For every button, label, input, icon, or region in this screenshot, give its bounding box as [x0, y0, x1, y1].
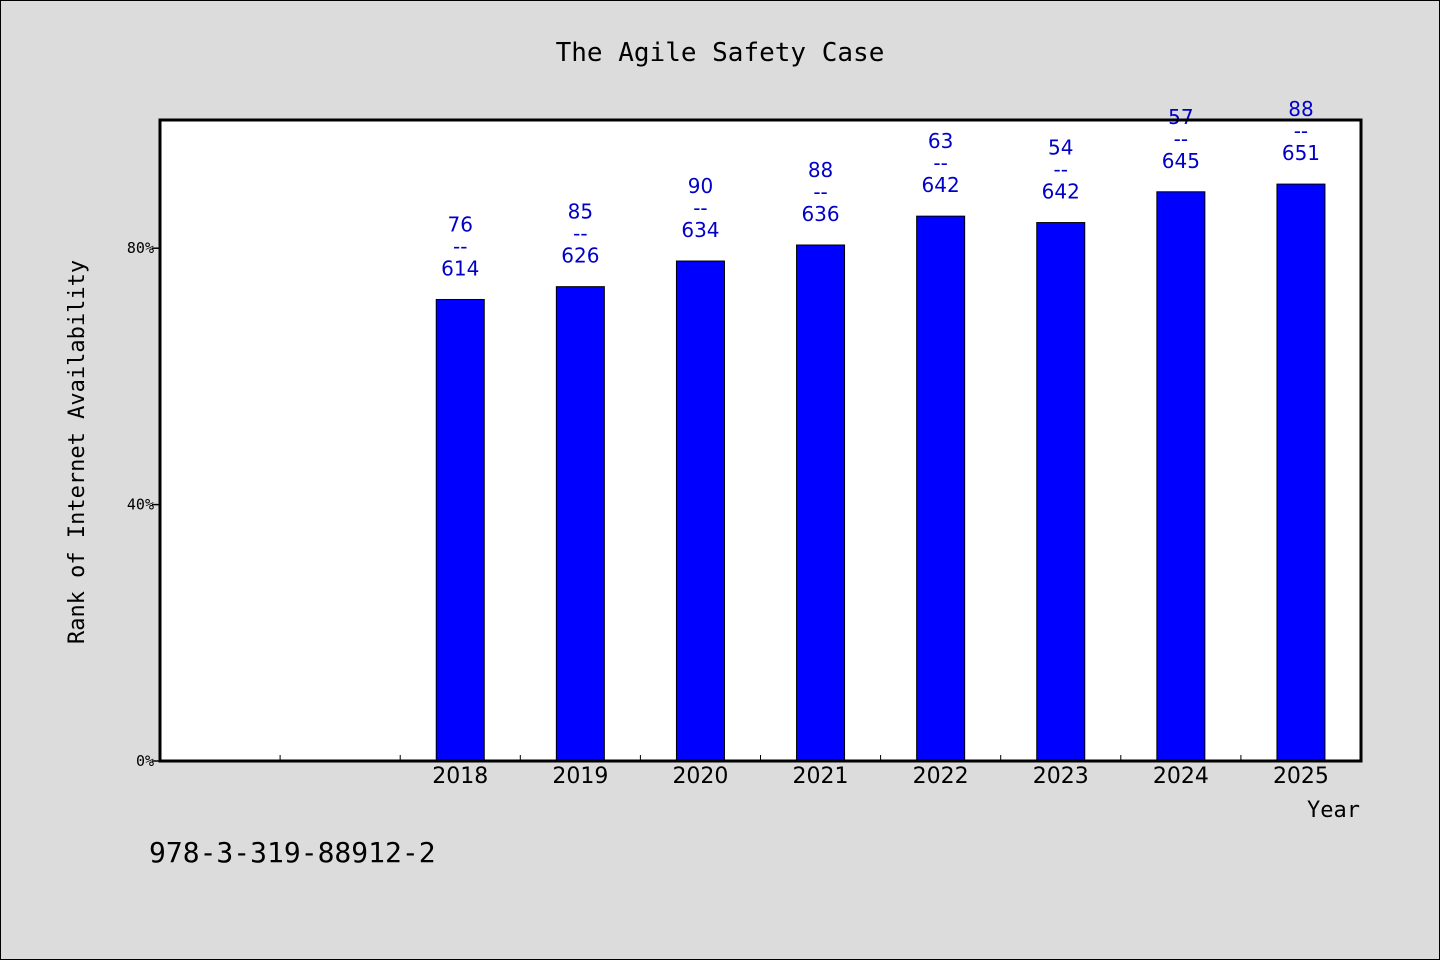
data-label: 642 [1042, 180, 1080, 204]
data-label: 651 [1282, 141, 1320, 165]
y-axis-label: Rank of Internet Availability [65, 260, 90, 644]
y-tick-label: 80% [127, 239, 154, 257]
data-labels-group: 76--61485--62690--63488--63663--64254--6… [441, 97, 1320, 280]
data-label-separator: -- [1054, 158, 1068, 182]
x-tick-label: 2025 [1273, 764, 1329, 789]
y-tick-label: 0% [136, 752, 154, 770]
data-label-separator: -- [1174, 127, 1188, 151]
isbn-footer: 978-3-319-88912-2 [149, 836, 436, 869]
bar [916, 215, 966, 762]
data-label: 645 [1162, 149, 1200, 173]
data-label: 85 [568, 200, 593, 224]
data-label: 626 [561, 244, 599, 268]
data-label: 636 [801, 202, 839, 226]
x-tick-label: 2023 [1033, 764, 1089, 789]
data-label-separator: -- [573, 222, 587, 246]
bars-group [435, 183, 1326, 762]
x-axis: 2018 2019 2020 2021 2022 2023 2024 2025 [279, 755, 1329, 789]
data-label: 634 [681, 218, 719, 242]
bar [555, 286, 605, 762]
data-label: 88 [808, 158, 833, 182]
x-tick-label: 2022 [913, 764, 969, 789]
bar [796, 244, 846, 762]
x-tick-label: 2024 [1153, 764, 1209, 789]
bar [1276, 183, 1326, 762]
x-tick-label: 2021 [793, 764, 849, 789]
x-tick-label: 2019 [552, 764, 608, 789]
y-tick-label: 40% [127, 496, 154, 514]
data-label-separator: -- [813, 180, 827, 204]
bar [1036, 222, 1086, 762]
data-label: 642 [922, 173, 960, 197]
data-label: 76 [448, 212, 473, 236]
data-label: 63 [928, 129, 953, 153]
data-label-separator: -- [933, 151, 947, 175]
data-label-separator: -- [693, 196, 707, 220]
y-axis: 0% 40% 80% [127, 239, 160, 770]
data-label: 614 [441, 256, 479, 280]
data-label: 90 [688, 174, 713, 198]
data-label: 57 [1168, 105, 1193, 129]
x-tick-label: 2018 [432, 764, 488, 789]
bar [675, 260, 725, 762]
data-label: 54 [1048, 136, 1073, 160]
data-label: 88 [1288, 97, 1313, 121]
bar [1156, 191, 1206, 762]
chart-title: The Agile Safety Case [556, 38, 885, 68]
data-label-separator: -- [453, 234, 467, 258]
x-tick-label: 2020 [672, 764, 728, 789]
bar [435, 298, 485, 762]
x-axis-label: Year [1307, 798, 1360, 823]
data-label-separator: -- [1294, 119, 1308, 143]
